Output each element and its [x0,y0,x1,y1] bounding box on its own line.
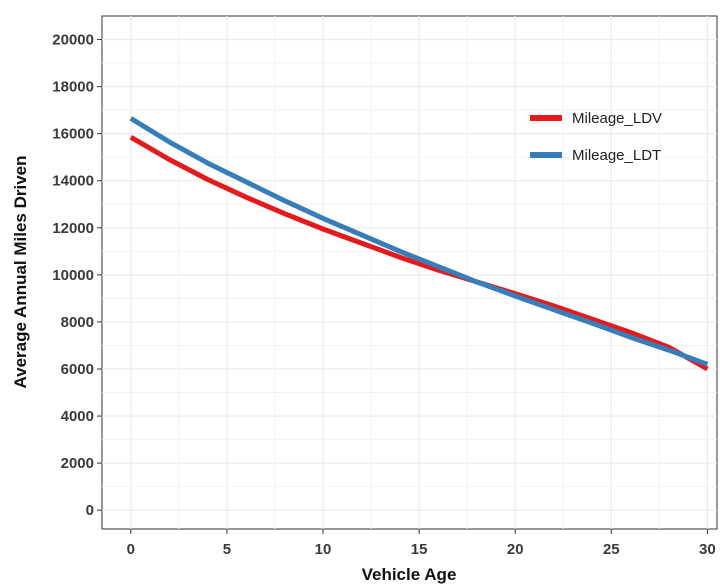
y-tick-label: 6000 [61,361,94,378]
x-axis-title: Vehicle Age [362,565,457,584]
y-tick-label: 2000 [61,455,94,472]
legend-label-mileage-ldv: Mileage_LDV [572,110,662,127]
legend: Mileage_LDV Mileage_LDT [530,110,662,164]
x-tick-label: 30 [699,541,716,558]
y-tick-label: 10000 [52,267,94,284]
grid-lines [102,16,717,529]
y-tick-label: 16000 [52,126,94,143]
series-line-mileage-ldv [129,135,709,372]
series-line-mileage-ldt [129,116,709,367]
y-tick-label: 18000 [52,79,94,96]
x-axis-ticks: 0 5 10 15 20 25 30 [127,529,716,558]
y-axis-ticks: 0 2000 4000 6000 8000 10000 12000 14000 16000 180… [52,32,102,519]
x-tick-label: 25 [603,541,620,558]
x-tick-label: 0 [127,541,135,558]
y-tick-label: 0 [86,502,94,519]
y-tick-label: 4000 [61,408,94,425]
plot-panel [101,15,718,530]
y-tick-label: 12000 [52,220,94,237]
series-lines [129,116,709,372]
y-tick-label: 20000 [52,32,94,49]
x-tick-label: 10 [315,541,332,558]
y-tick-label: 14000 [52,173,94,190]
x-tick-label: 5 [223,541,231,558]
y-tick-label: 8000 [61,314,94,331]
x-tick-label: 15 [411,541,428,558]
legend-label-mileage-ldt: Mileage_LDT [572,147,661,164]
x-tick-label: 20 [507,541,524,558]
y-axis-title: Average Annual Miles Driven [11,155,30,388]
